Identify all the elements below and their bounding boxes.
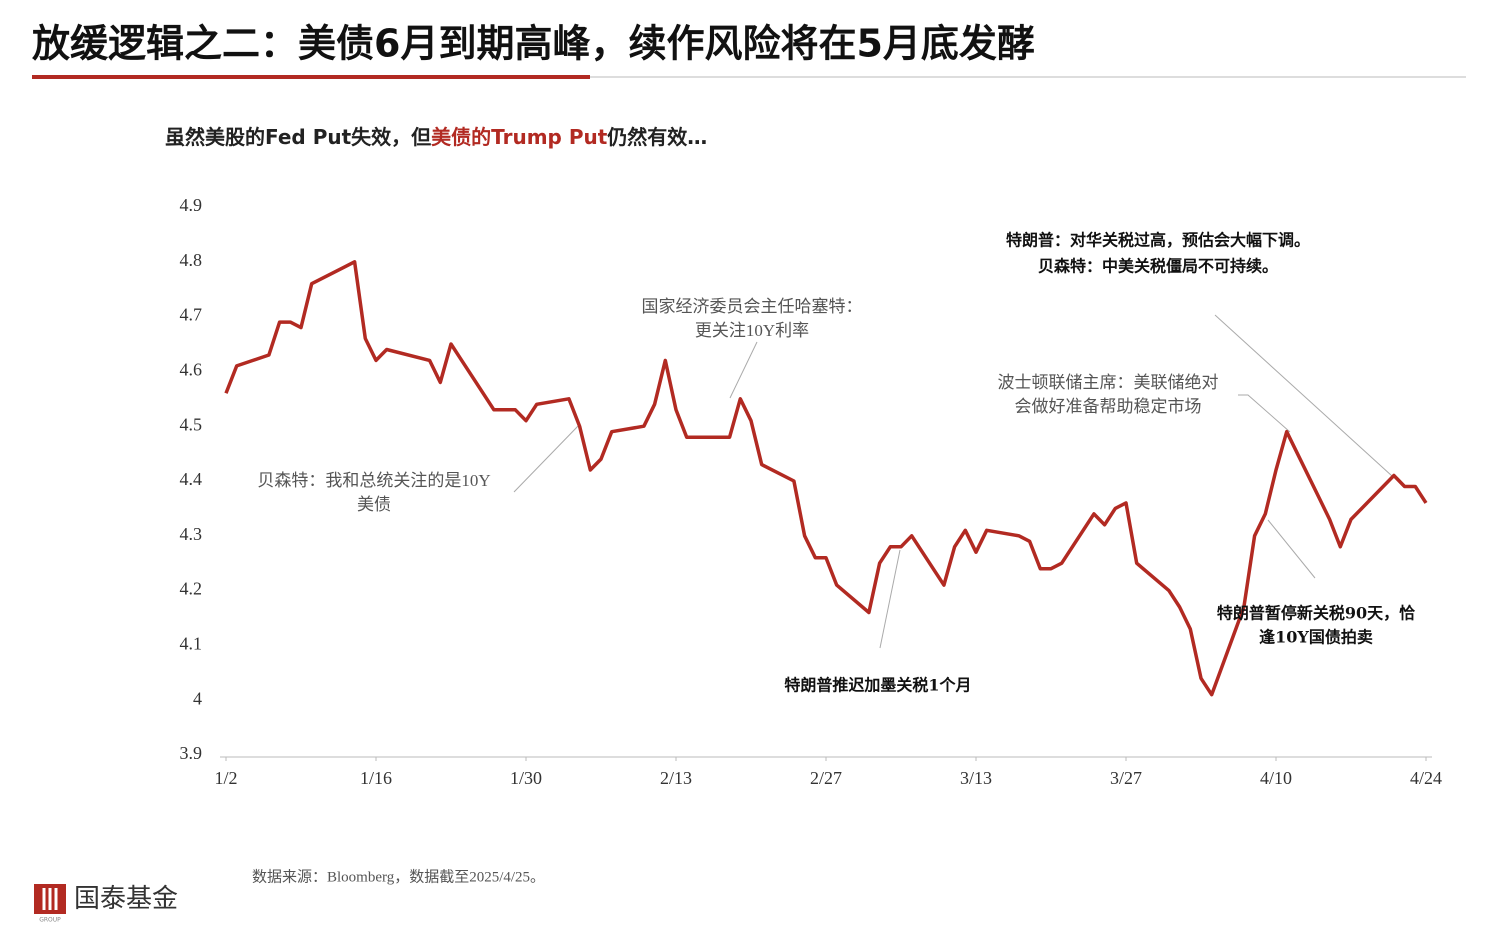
annotation: 贝森特：中美关税僵局不可持续。 — [1038, 257, 1278, 276]
y-tick-label: 4.4 — [180, 469, 203, 489]
x-tick-label: 1/30 — [510, 768, 542, 788]
leader — [729, 341, 758, 399]
logo-sub: GROUP — [39, 917, 61, 924]
x-tick-label: 3/13 — [960, 768, 992, 788]
y-tick-label: 4.7 — [180, 305, 203, 325]
annotation: 波士顿联储主席：美联储绝对 — [998, 373, 1219, 392]
x-tick-label: 1/2 — [214, 768, 237, 788]
x-tick-label: 2/13 — [660, 768, 692, 788]
x-tick-label: 2/27 — [810, 768, 842, 788]
subtitle-part: 虽然美股的Fed Put失效，但 — [165, 125, 431, 149]
subtitle-highlight: 美债的Trump Put — [431, 125, 608, 149]
yield-line — [224, 260, 1428, 697]
annotation: 会做好准备帮助稳定市场 — [1015, 397, 1202, 416]
source: 数据来源：Bloomberg，数据截至2025/4/25。 — [252, 868, 545, 885]
annotation: 逢10Y国债拍卖 — [1259, 628, 1373, 647]
y-tick-label: 4.6 — [180, 360, 203, 380]
leader — [1238, 394, 1291, 433]
y-tick-label: 4.2 — [180, 579, 203, 599]
y-tick-label: 4.3 — [180, 524, 203, 544]
subtitle-part: 仍然有效… — [606, 125, 707, 149]
logo-name: 国泰基金 — [74, 884, 178, 914]
x-tick-label: 3/27 — [1110, 768, 1142, 788]
y-tick-label: 4.1 — [180, 634, 203, 654]
y-tick-label: 4.9 — [180, 195, 203, 215]
title: 放缓逻辑之二：美债6月到期高峰，续作风险将在5月底发酵 — [32, 22, 1035, 66]
annotation: 特朗普：对华关税过高，预估会大幅下调。 — [1006, 231, 1310, 250]
y-tick-label: 4.5 — [180, 414, 203, 434]
annotation: 贝森特：我和总统关注的是10Y — [257, 471, 490, 490]
annotation: 国家经济委员会主任哈塞特： — [642, 297, 863, 316]
y-tick-label: 4.8 — [180, 250, 203, 270]
subtitle: 虽然美股的Fed Put失效，但美债的Trump Put仍然有效… — [165, 125, 707, 149]
x-tick-label: 1/16 — [360, 768, 392, 788]
leader — [1267, 519, 1316, 579]
y-tick-label: 4 — [193, 688, 202, 708]
leader — [513, 423, 581, 493]
logo-lines — [42, 888, 58, 910]
leader — [1214, 314, 1393, 477]
leaders — [513, 314, 1393, 649]
annotation: 特朗普暂停新关税90天，恰 — [1217, 604, 1415, 623]
annotation: 特朗普推迟加墨关税1个月 — [784, 676, 971, 695]
x-tick-label: 4/24 — [1410, 768, 1442, 788]
y-tick-label: 3.9 — [180, 743, 203, 763]
x-tick-label: 4/10 — [1260, 768, 1292, 788]
annotation: 美债 — [357, 495, 391, 514]
annotation: 更关注10Y利率 — [695, 321, 809, 340]
leader — [879, 549, 901, 649]
